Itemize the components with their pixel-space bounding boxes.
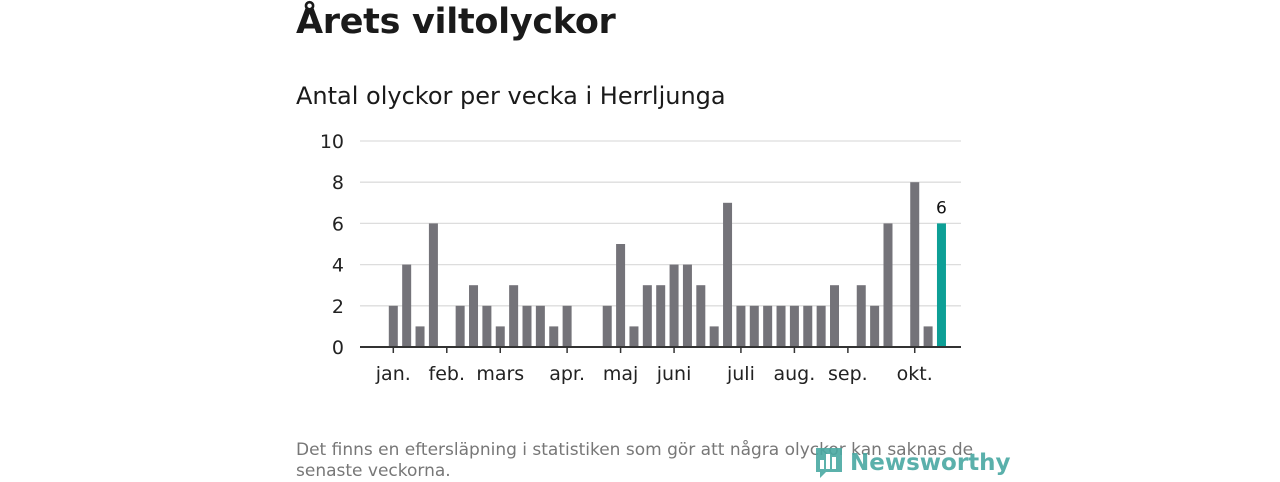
bar bbox=[656, 285, 666, 347]
bar bbox=[602, 305, 612, 347]
bar bbox=[495, 326, 505, 347]
x-tick-label: maj bbox=[603, 363, 638, 385]
bar bbox=[910, 182, 920, 347]
bar bbox=[723, 202, 733, 347]
x-tick-label: okt. bbox=[897, 363, 933, 385]
bar bbox=[776, 305, 786, 347]
bar bbox=[482, 305, 492, 347]
bar bbox=[522, 305, 532, 347]
bar bbox=[749, 305, 759, 347]
bar bbox=[469, 285, 479, 347]
bar bbox=[642, 285, 652, 347]
footnote: Det finns en eftersläpning i statistiken… bbox=[296, 440, 974, 481]
bar bbox=[763, 305, 773, 347]
y-tick-label: 6 bbox=[332, 213, 344, 235]
logo-text: Newsworthy bbox=[850, 450, 1011, 476]
x-tick-label: apr. bbox=[549, 363, 585, 385]
y-tick-label: 2 bbox=[332, 296, 344, 318]
bar bbox=[616, 244, 626, 347]
bar bbox=[883, 223, 893, 347]
chart-title: Antal olyckor per vecka i Herrljunga bbox=[296, 82, 726, 110]
x-tick-label: aug. bbox=[774, 363, 816, 385]
bar bbox=[455, 305, 465, 347]
bar bbox=[402, 264, 412, 347]
x-tick-label: juli bbox=[726, 363, 755, 385]
newsworthy-logo: Newsworthy bbox=[814, 446, 1011, 480]
y-tick-label: 8 bbox=[332, 172, 344, 194]
bar bbox=[696, 285, 706, 347]
bar bbox=[549, 326, 559, 347]
bar bbox=[736, 305, 746, 347]
x-tick-label: sep. bbox=[828, 363, 868, 385]
bar bbox=[856, 285, 866, 347]
bar bbox=[629, 326, 639, 347]
bar-highlight bbox=[936, 223, 946, 347]
bar bbox=[870, 305, 880, 347]
x-tick-label: juni bbox=[656, 363, 692, 385]
bar bbox=[709, 326, 719, 347]
bar bbox=[803, 305, 813, 347]
x-tick-label: feb. bbox=[429, 363, 465, 385]
x-tick-label: jan. bbox=[375, 363, 411, 385]
y-tick-label: 10 bbox=[320, 131, 344, 153]
bar bbox=[923, 326, 933, 347]
bar bbox=[535, 305, 545, 347]
x-tick-label: mars bbox=[476, 363, 524, 385]
bar bbox=[830, 285, 840, 347]
bar bbox=[388, 305, 398, 347]
bar bbox=[415, 326, 425, 347]
bar bbox=[669, 264, 679, 347]
bar bbox=[682, 264, 692, 347]
bar bbox=[562, 305, 572, 347]
y-tick-label: 0 bbox=[332, 337, 344, 359]
bar bbox=[509, 285, 519, 347]
bar bbox=[428, 223, 438, 347]
bar bbox=[789, 305, 799, 347]
bar bbox=[816, 305, 826, 347]
bar-chart-icon bbox=[816, 448, 842, 478]
page-title: Årets viltolyckor bbox=[296, 2, 616, 42]
data-label: 6 bbox=[936, 198, 947, 218]
y-tick-label: 4 bbox=[332, 255, 344, 277]
